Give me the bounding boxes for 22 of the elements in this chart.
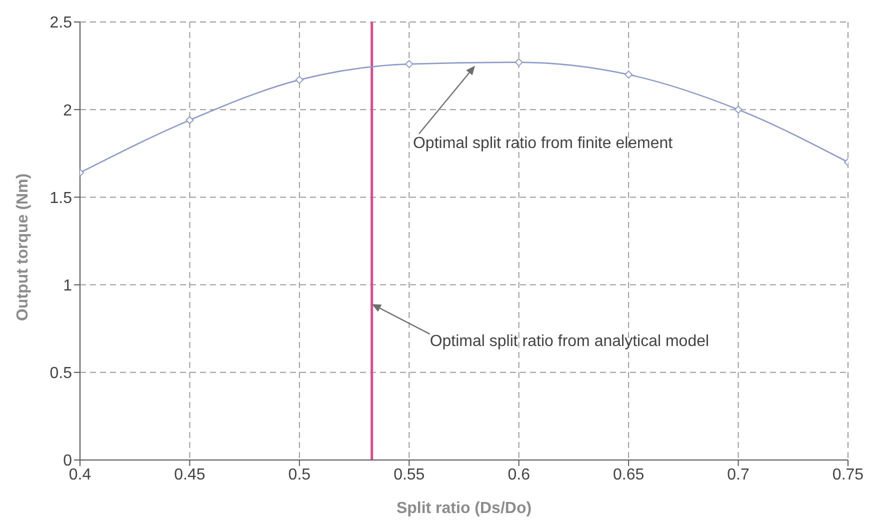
x-axis-title: Split ratio (Ds/Do) xyxy=(396,500,532,517)
point xyxy=(624,70,633,79)
x-tick-label: 0.6 xyxy=(508,466,530,484)
y-tick-label: 2.5 xyxy=(50,14,72,32)
x-tick-label: 0.55 xyxy=(394,466,425,484)
y-tick-label: 1.5 xyxy=(50,190,72,207)
y-axis-title: Output torque (Nm) xyxy=(14,173,32,321)
x-tick-label: 0.45 xyxy=(174,466,206,484)
x-tick-label: 0.65 xyxy=(613,466,644,484)
annotation: Optimal split ratio from finite element xyxy=(412,134,674,152)
y-tick-label: 2 xyxy=(63,102,72,120)
point xyxy=(295,76,304,84)
x-tick-label: 0.7 xyxy=(727,466,750,484)
point xyxy=(734,106,742,114)
y-tick-label: 1 xyxy=(63,277,72,294)
point xyxy=(186,116,194,124)
x-tick-label: 0.5 xyxy=(288,466,311,484)
annotation: Optimal split ratio from analytical model xyxy=(430,333,710,350)
point xyxy=(405,60,414,68)
point xyxy=(514,58,523,66)
x-tick-label: 0.75 xyxy=(832,466,864,484)
y-tick-label: 0.5 xyxy=(50,365,72,382)
